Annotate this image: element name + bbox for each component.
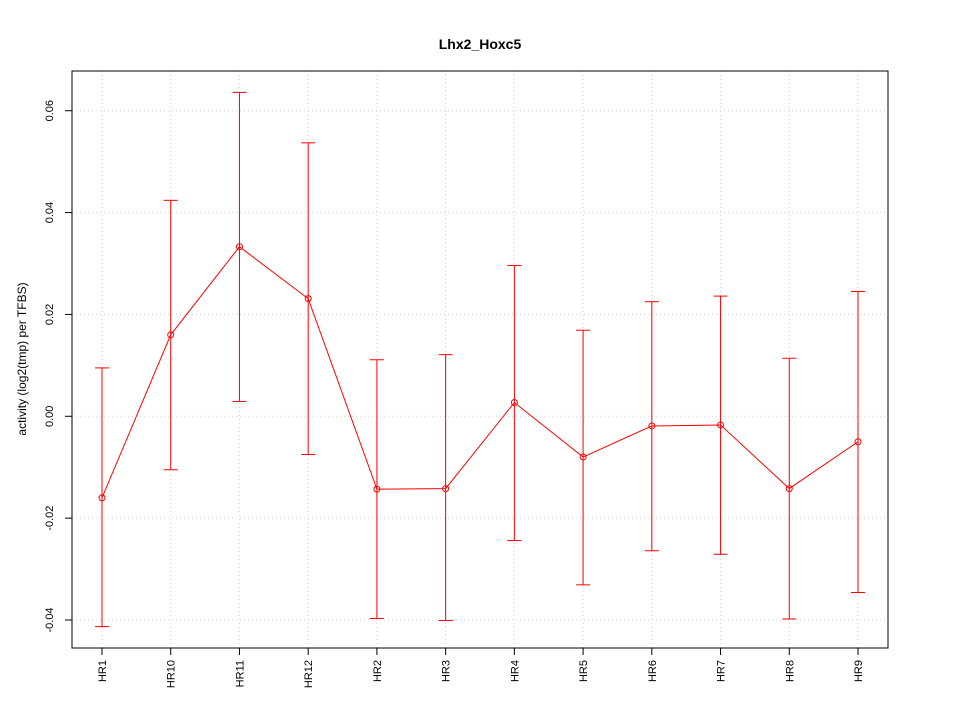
y-tick-label: -0.04 (44, 607, 56, 632)
data-point (235, 243, 243, 251)
x-tick-label: HR9 (853, 660, 865, 682)
x-tick-label: HR10 (166, 660, 178, 688)
data-point (304, 295, 312, 303)
x-tick-label: HR8 (784, 660, 796, 682)
x-tick-label: HR5 (578, 660, 590, 682)
y-axis-label: activity (log2(tmp) per TFBS) (15, 282, 29, 435)
x-tick-label: HR6 (647, 660, 659, 682)
data-point (854, 438, 862, 446)
y-tick-label: 0.00 (44, 406, 56, 427)
x-tick-label: HR3 (441, 660, 453, 682)
data-point (373, 485, 381, 493)
x-tick-label: HR11 (234, 660, 246, 687)
x-tick-label: HR1 (97, 660, 109, 682)
data-point (785, 485, 793, 493)
grid (72, 71, 888, 648)
series (95, 91, 865, 628)
plot-frame (71, 70, 889, 649)
y-tick-label: 0.02 (44, 304, 56, 325)
data-point (167, 331, 175, 339)
y-tick-label: 0.04 (44, 202, 56, 223)
series-line (101, 246, 859, 498)
data-point (442, 485, 450, 493)
x-tick-label: HR4 (509, 660, 521, 682)
x-axis: HR1 HR10 HR11 HR12 HR2 HR3 HR4 HR5 HR6 HR7 HR8 HR9 (97, 648, 865, 688)
data-point (648, 422, 656, 430)
data-point (717, 421, 725, 429)
y-tick-label: -0.02 (44, 506, 56, 531)
data-point (579, 453, 587, 461)
y-axis: -0.04 -0.02 0.00 0.02 0.04 0.06 (44, 100, 72, 633)
x-tick-label: HR12 (303, 660, 315, 688)
chart-title: Lhx2_Hoxc5 (439, 36, 522, 52)
data-point (510, 399, 518, 407)
data-point (98, 494, 106, 502)
x-tick-label: HR2 (372, 660, 384, 682)
x-tick-label: HR7 (716, 660, 728, 682)
y-tick-label: 0.06 (44, 100, 56, 121)
